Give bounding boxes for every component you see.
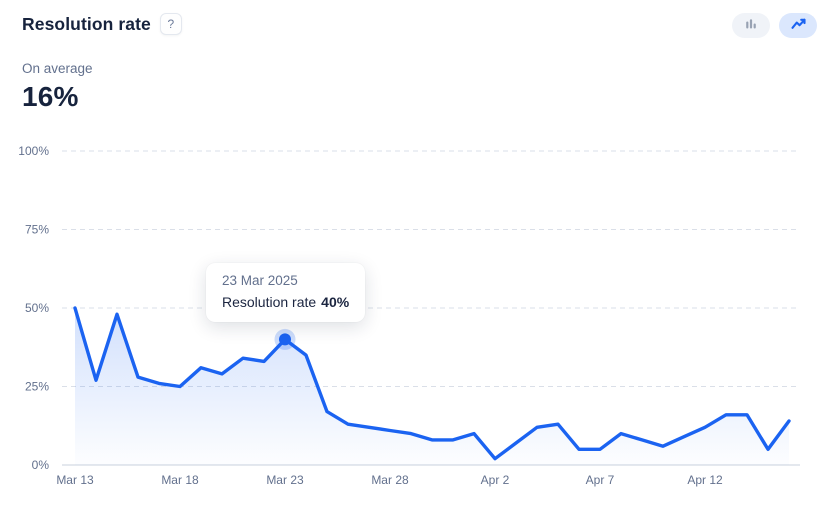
line-view-toggle[interactable] <box>779 13 817 38</box>
y-axis-label-0%: 0% <box>32 458 50 472</box>
x-axis-label-Mar-13: Mar 13 <box>56 473 94 487</box>
line-chart-canvas[interactable]: 0% 25% 50% 75% 100% Mar 13 Mar 18 Mar 23 Mar 28 A… <box>0 140 833 500</box>
resolution-rate-line <box>73 306 791 461</box>
area-fill <box>75 308 789 465</box>
widget-header: Resolution rate ? <box>22 13 817 38</box>
tooltip-date: 23 Mar 2025 <box>222 273 298 288</box>
chart-tooltip: 23 Mar 2025 Resolution rate 40% <box>206 263 366 322</box>
resolution-rate-chart[interactable]: 0% 25% 50% 75% 100% Mar 13 Mar 18 Mar 23 Mar 28 A… <box>0 140 833 500</box>
page-title: Resolution rate <box>22 13 151 34</box>
y-axis-label-25%: 25% <box>25 380 49 394</box>
title-row: Resolution rate ? <box>22 13 182 35</box>
tooltip-metric-value: 40% <box>321 294 350 310</box>
x-axis-label-Mar-23: Mar 23 <box>266 473 304 487</box>
help-button[interactable]: ? <box>159 13 182 35</box>
x-axis-label-Apr-12: Apr 12 <box>687 473 723 487</box>
average-value: 16% <box>22 81 79 112</box>
chart-type-toggle-group <box>732 13 817 38</box>
x-axis-label-Apr-7: Apr 7 <box>586 473 615 487</box>
y-axis-label-75%: 75% <box>25 223 49 237</box>
line-chart-icon <box>790 17 807 34</box>
average-summary: On average 16% <box>22 61 93 113</box>
x-axis-label-Mar-18: Mar 18 <box>161 473 199 487</box>
tooltip-metric-label: Resolution rate <box>222 294 317 310</box>
x-axis-label-Mar-28: Mar 28 <box>371 473 409 487</box>
question-mark-icon: ? <box>167 17 175 31</box>
y-axis-label-100%: 100% <box>18 144 49 158</box>
bar-view-toggle[interactable] <box>732 13 770 38</box>
highlight-point[interactable] <box>279 333 291 346</box>
bar-chart-icon <box>744 17 758 34</box>
average-label: On average <box>22 61 93 76</box>
tooltip-metric: Resolution rate 40% <box>222 294 349 310</box>
x-axis-label-Apr-2: Apr 2 <box>481 473 510 487</box>
y-axis-label-50%: 50% <box>25 301 49 315</box>
